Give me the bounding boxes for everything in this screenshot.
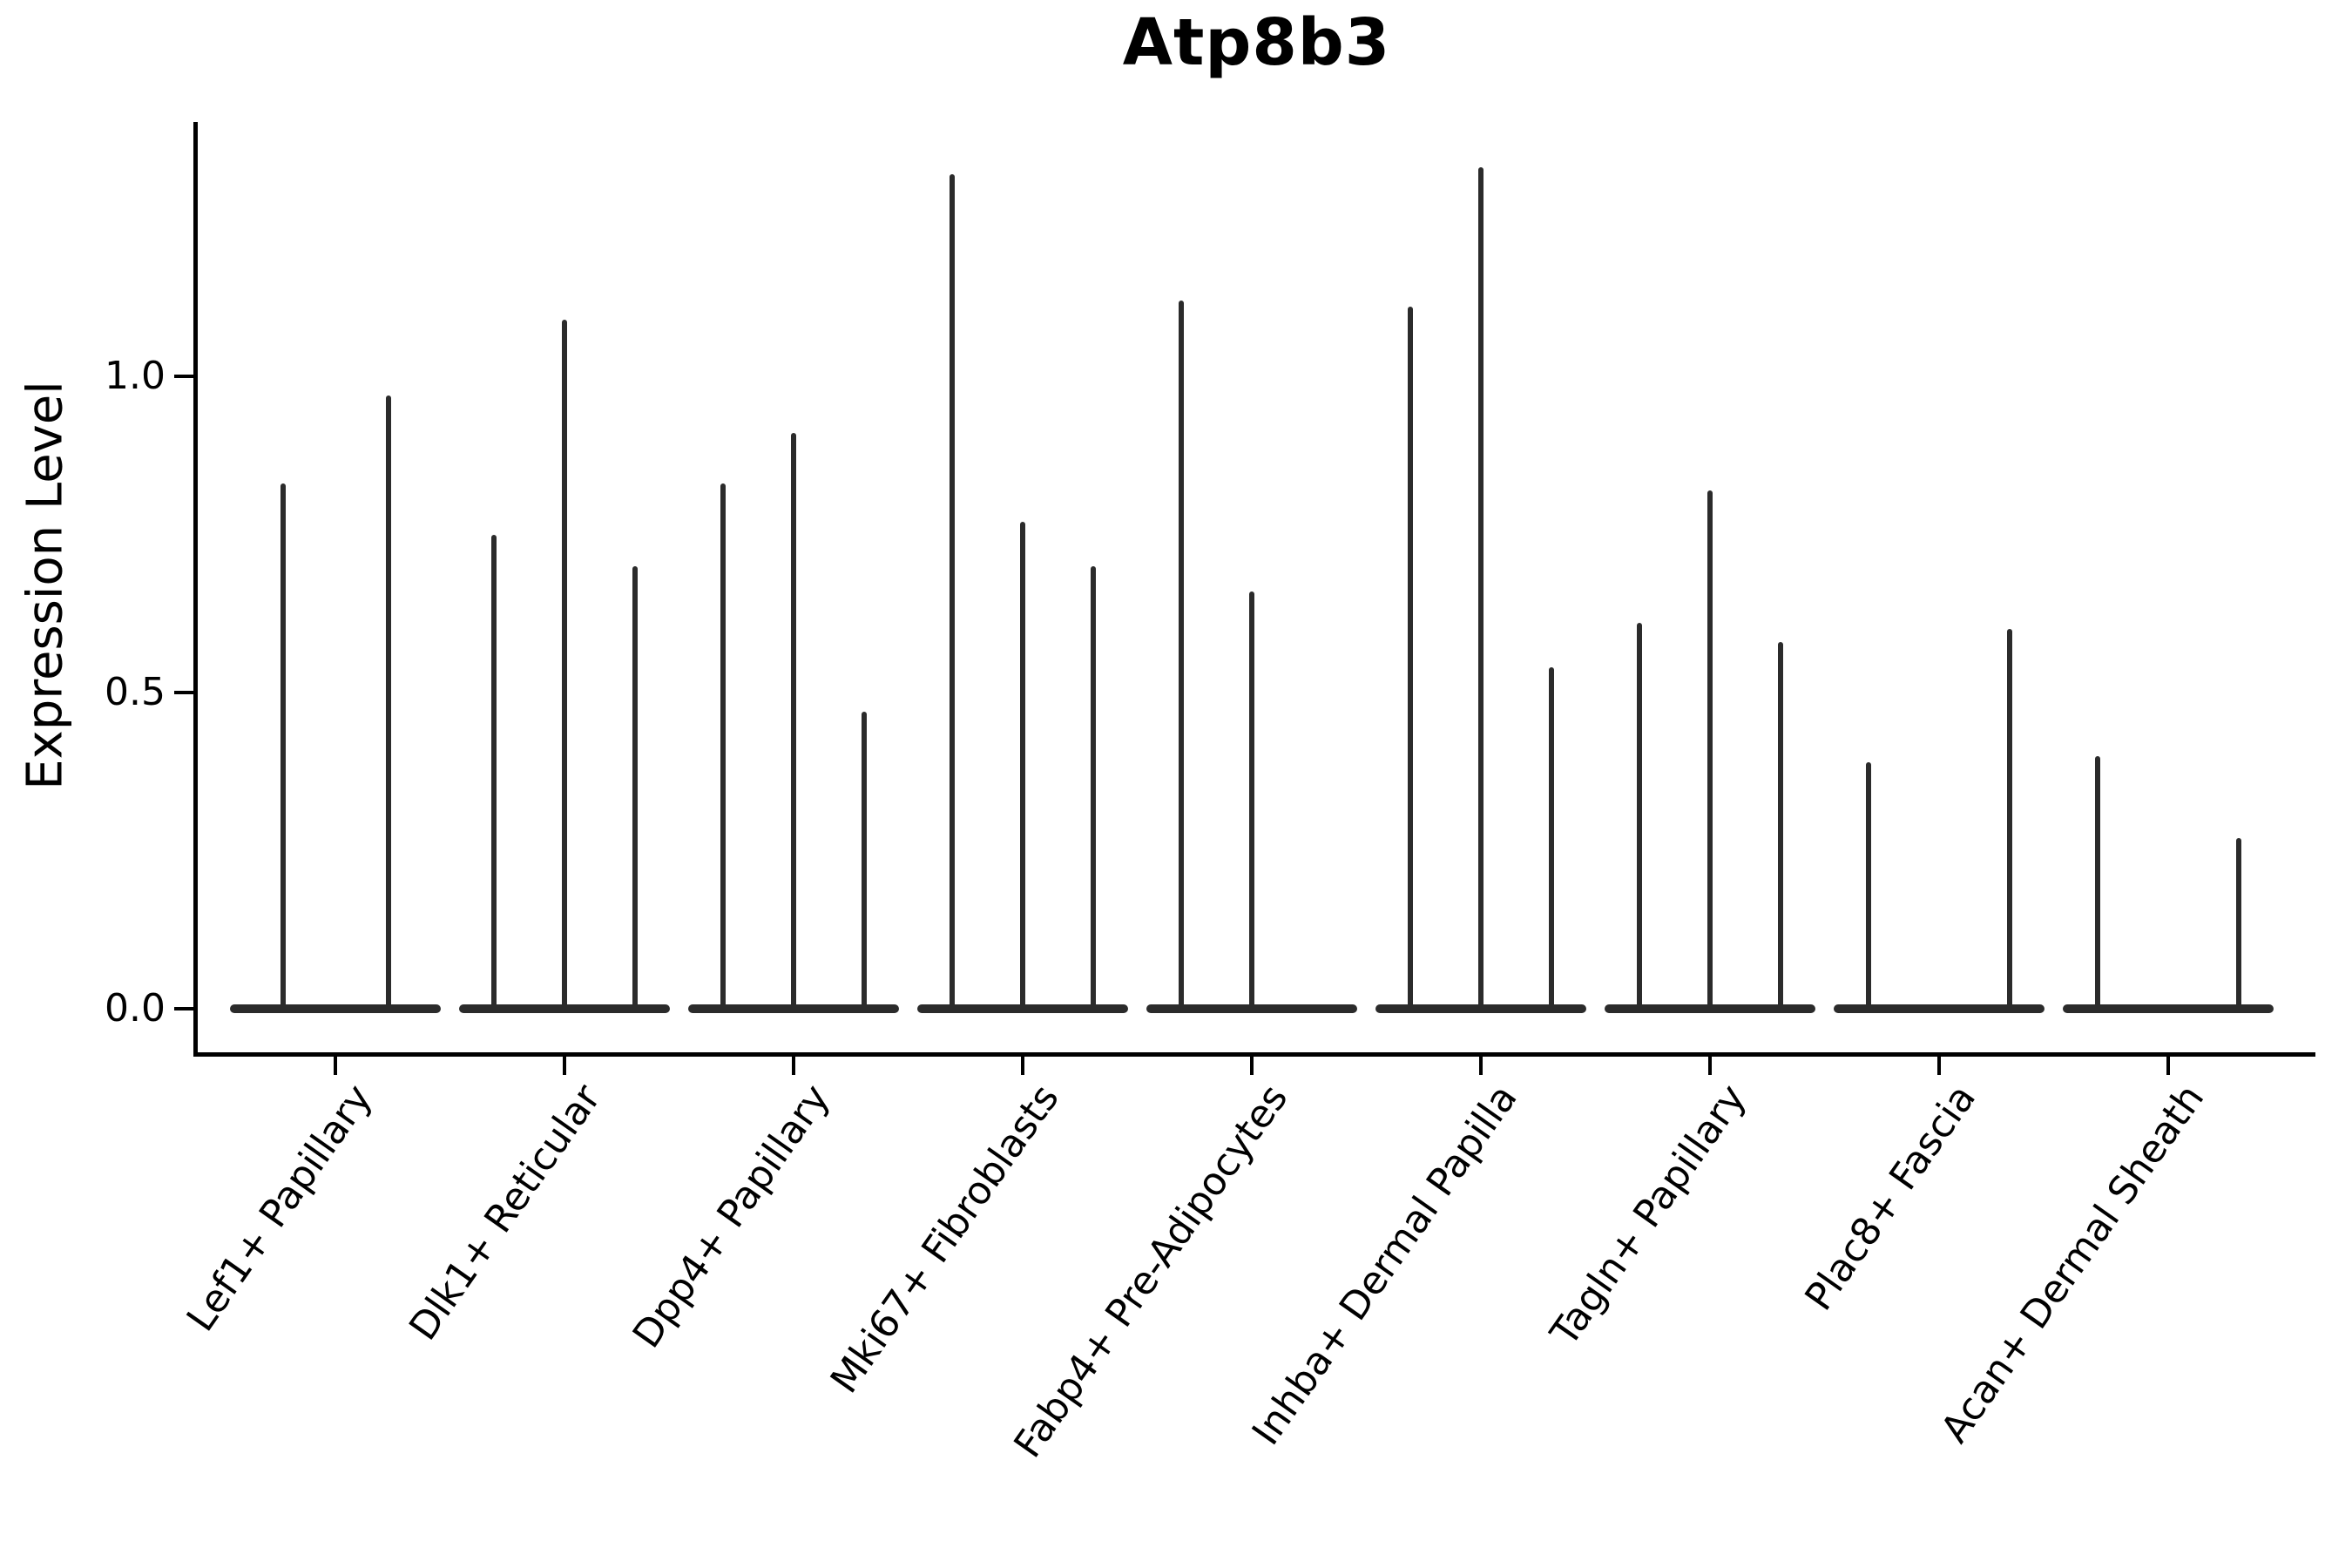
y-axis-spine: [193, 122, 198, 1056]
y-tick-label: 1.0: [105, 354, 166, 398]
violin-spike: [1020, 521, 1025, 1009]
violin-spike: [632, 565, 638, 1009]
x-tick-mark: [1937, 1056, 1941, 1075]
x-tick-label: Mki67+ Fibroblasts: [821, 1077, 1068, 1402]
x-tick-label: Acan+ Dermal Sheath: [1932, 1077, 2213, 1451]
y-tick-mark: [174, 375, 193, 378]
x-tick-label: Dpp4+ Papillary: [624, 1077, 839, 1356]
x-tick-label: Dlk1+ Reticular: [401, 1077, 610, 1348]
x-tick-mark: [563, 1056, 566, 1075]
violin-spike: [1179, 300, 1185, 1009]
violin-spike: [720, 483, 727, 1009]
violin-spike: [1548, 666, 1554, 1009]
x-tick-mark: [1479, 1056, 1483, 1075]
y-tick-label: 0.0: [105, 986, 166, 1031]
y-tick-label: 0.5: [105, 670, 166, 714]
y-tick-mark: [174, 1007, 193, 1010]
violin-spike: [1777, 641, 1783, 1009]
x-tick-label: Tagln+ Papillary: [1542, 1077, 1755, 1355]
violin-spike: [1478, 167, 1484, 1009]
violin-spike: [562, 319, 567, 1009]
x-tick-mark: [2166, 1056, 2170, 1075]
violin-base: [459, 1004, 670, 1013]
violin-spike: [1090, 565, 1096, 1009]
violin-spike: [791, 433, 796, 1009]
violin-spike: [2095, 755, 2101, 1009]
chart-title: Atp8b3: [1122, 5, 1391, 80]
y-axis-label: Expression Level: [17, 381, 74, 790]
violin-spike: [1249, 591, 1254, 1009]
x-tick-mark: [334, 1056, 337, 1075]
violin-base: [917, 1004, 1128, 1013]
violin-base: [2063, 1004, 2274, 1013]
violin-base: [1605, 1004, 1815, 1013]
x-axis-spine: [193, 1052, 2315, 1057]
violin-base: [1146, 1004, 1357, 1013]
violin-base: [1375, 1004, 1586, 1013]
violin-spike: [1866, 761, 1872, 1009]
violin-spike: [1707, 490, 1713, 1009]
violin-base: [688, 1004, 899, 1013]
violin-spike: [2235, 837, 2241, 1009]
violin-spike: [1637, 623, 1643, 1009]
violin-spike: [2006, 629, 2012, 1009]
violin-spike: [950, 173, 956, 1009]
x-tick-mark: [1250, 1056, 1254, 1075]
x-tick-label: Lef1+ Papillary: [178, 1077, 381, 1340]
violin-base: [1834, 1004, 2044, 1013]
violin-spike: [280, 483, 286, 1009]
violin-base: [230, 1004, 441, 1013]
x-tick-label: Plac8+ Fascia: [1796, 1077, 1984, 1319]
violin-spike: [491, 534, 497, 1009]
y-tick-mark: [174, 691, 193, 694]
violin-spike: [385, 395, 391, 1009]
x-tick-mark: [792, 1056, 795, 1075]
x-tick-mark: [1021, 1056, 1024, 1075]
violin-spike: [1408, 307, 1414, 1009]
x-tick-mark: [1708, 1056, 1712, 1075]
x-tick-label: Inhba+ Dermal Papilla: [1243, 1077, 1526, 1454]
violin-spike: [861, 711, 867, 1009]
x-tick-label: Fabp4+ Pre-Adipocytes: [1005, 1077, 1297, 1466]
